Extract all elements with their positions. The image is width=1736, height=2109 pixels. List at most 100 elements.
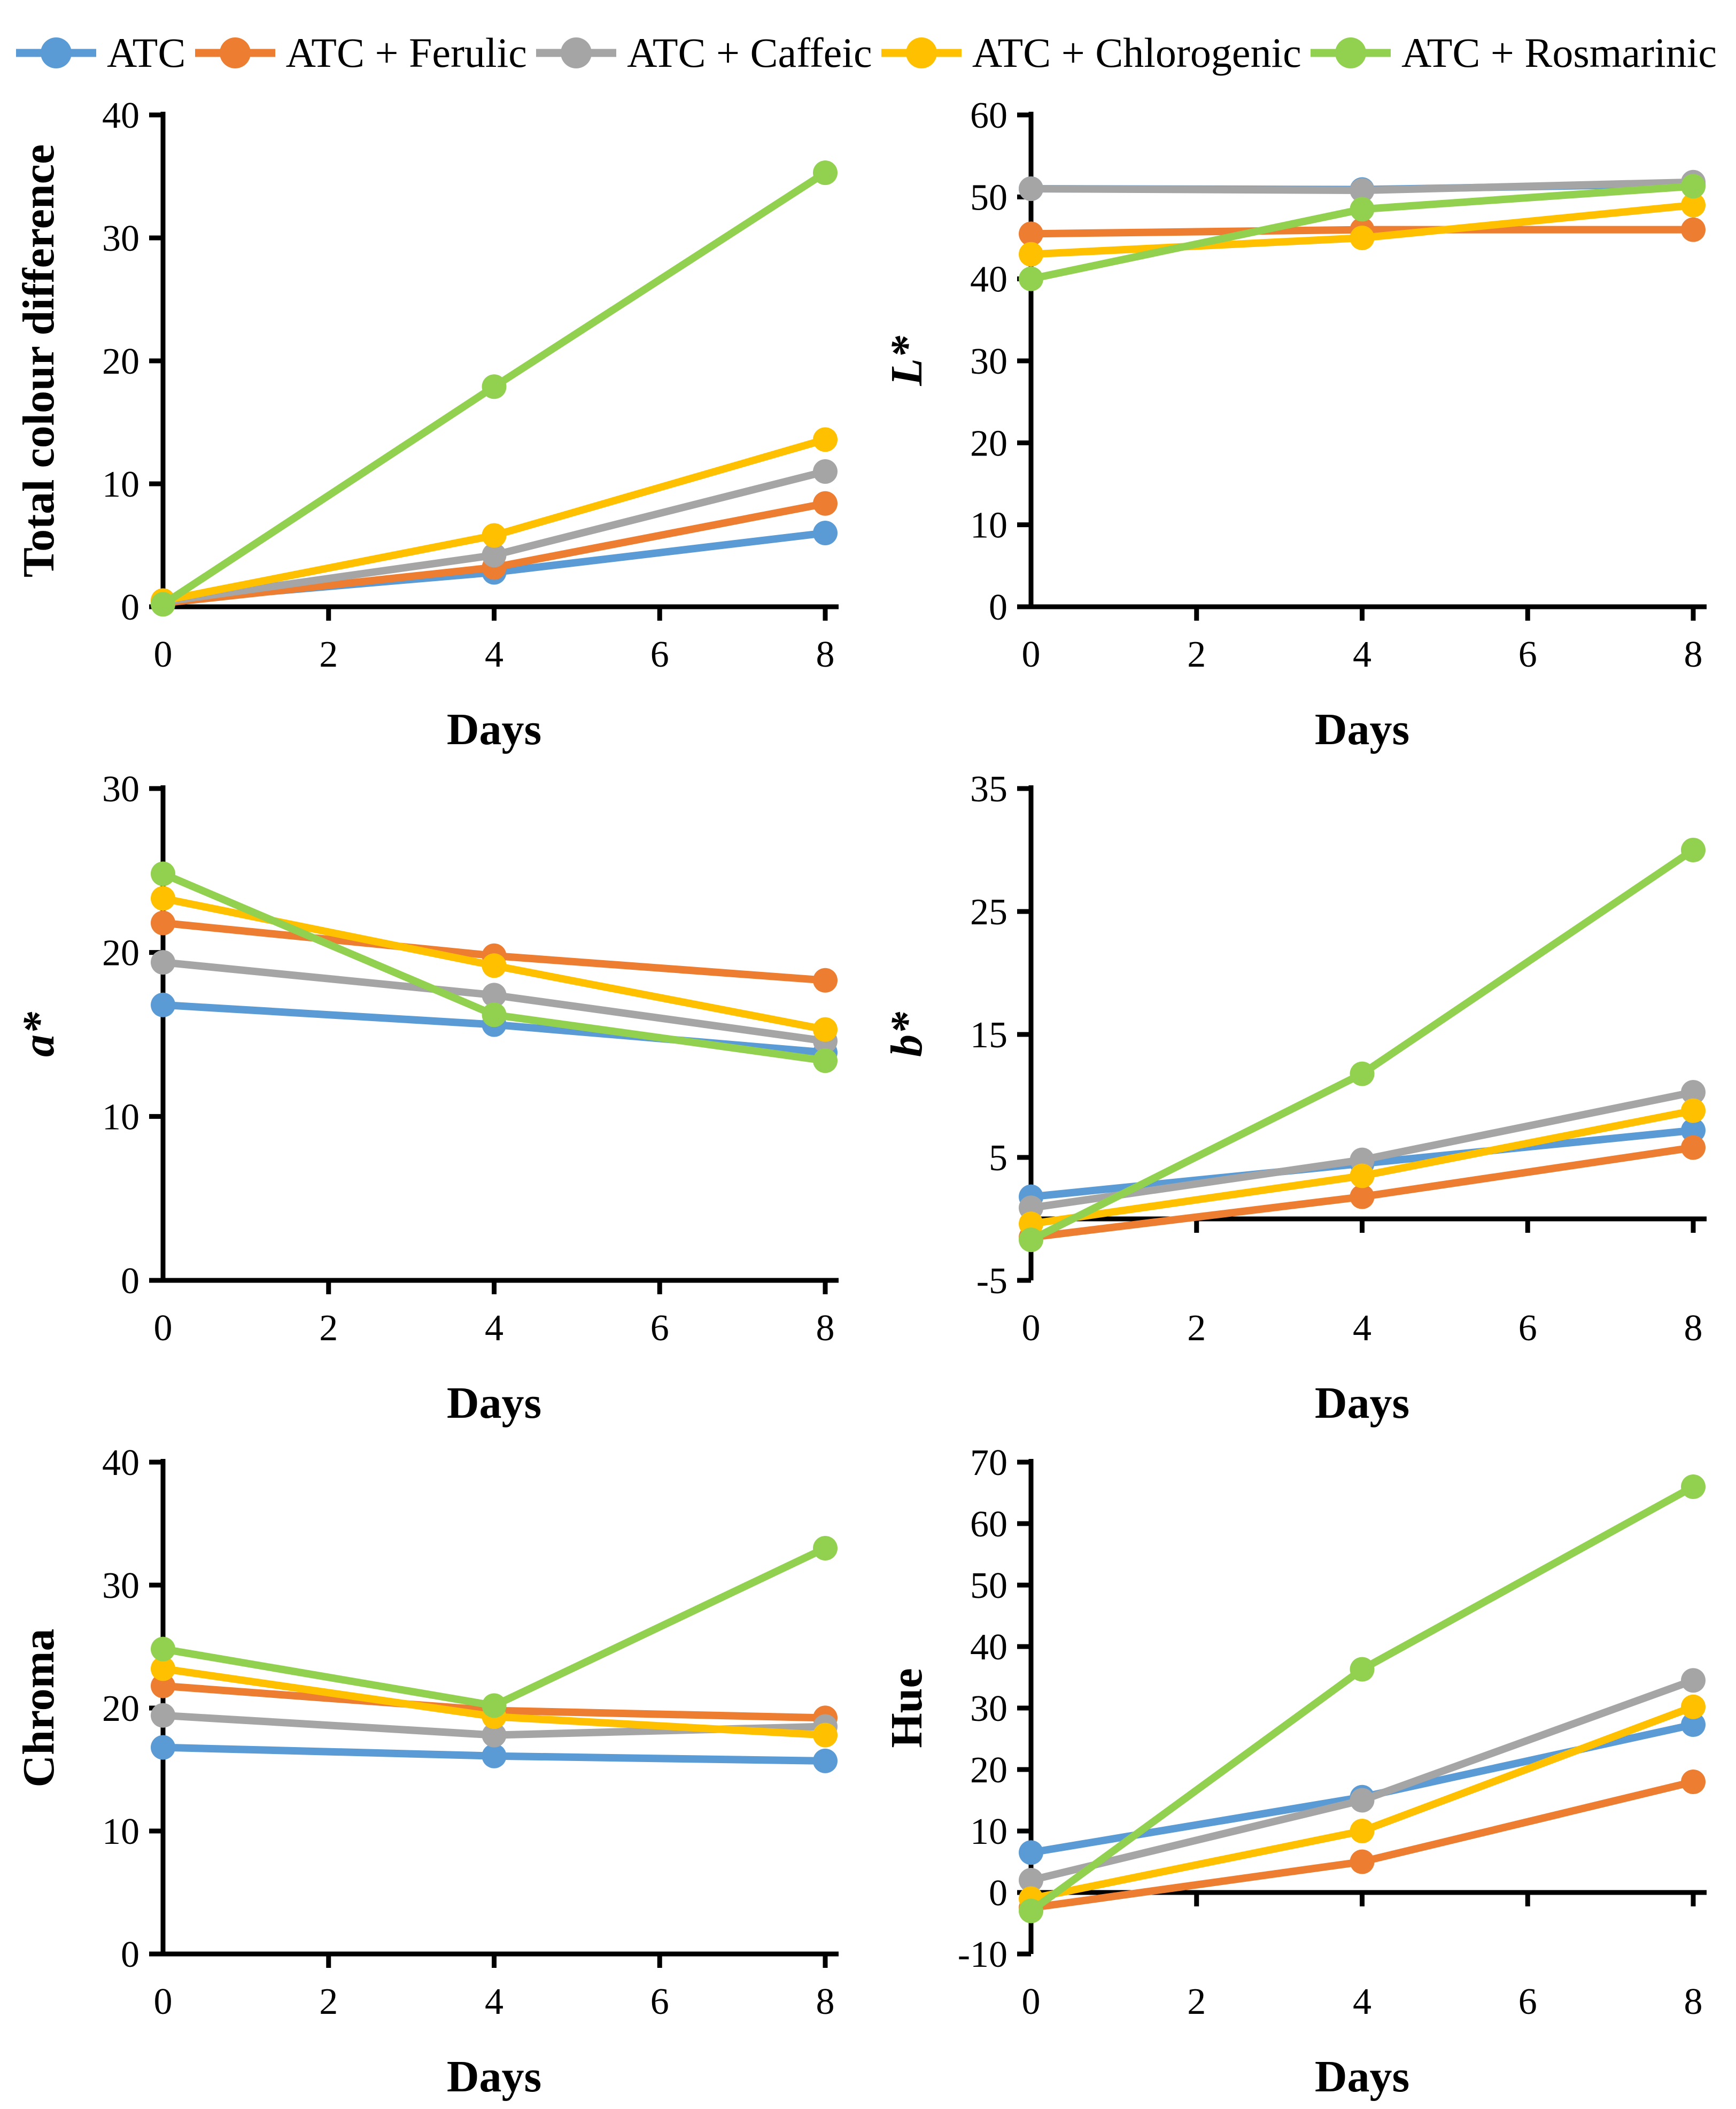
legend-item-atc: ATC [16, 29, 185, 77]
svg-text:20: 20 [970, 1750, 1007, 1791]
svg-text:30: 30 [102, 1565, 140, 1606]
svg-text:30: 30 [970, 1688, 1007, 1729]
legend-label: ATC + Chlorogenic [972, 29, 1301, 76]
svg-text:6: 6 [650, 1308, 669, 1349]
svg-text:50: 50 [970, 1565, 1007, 1606]
svg-text:20: 20 [102, 1688, 140, 1729]
svg-text:0: 0 [121, 1934, 140, 1975]
svg-text:15: 15 [970, 1015, 1007, 1056]
svg-text:0: 0 [154, 1308, 173, 1349]
svg-text:4: 4 [485, 1308, 503, 1349]
line-marker-icon [536, 37, 617, 68]
svg-text:20: 20 [102, 933, 140, 974]
svg-text:10: 10 [102, 1811, 140, 1852]
svg-text:8: 8 [816, 634, 835, 675]
svg-text:20: 20 [102, 341, 140, 382]
chart-b-star: -5 5 15 25 35 0 2 4 6 8 Days b* [868, 759, 1736, 1433]
svg-text:6: 6 [1518, 634, 1537, 675]
svg-text:8: 8 [816, 1308, 835, 1349]
svg-text:40: 40 [970, 259, 1007, 300]
chroma-plot: 0 10 20 30 40 0 2 4 6 8 Days Chroma [14, 1442, 839, 2102]
legend-item-atc-ferulic: ATC + Ferulic [195, 29, 527, 77]
svg-text:Chroma: Chroma [14, 1628, 64, 1787]
svg-text:a*: a* [14, 1011, 64, 1057]
b-star-plot: -5 5 15 25 35 0 2 4 6 8 Days b* [882, 769, 1707, 1428]
svg-text:8: 8 [1684, 1981, 1703, 2022]
svg-text:Total colour difference: Total colour difference [14, 144, 64, 577]
svg-text:10: 10 [102, 464, 140, 505]
svg-text:Days: Days [1315, 2052, 1409, 2102]
svg-text:Days: Days [447, 1378, 541, 1428]
svg-text:2: 2 [1187, 1308, 1206, 1349]
svg-text:2: 2 [319, 1981, 338, 2022]
svg-text:0: 0 [154, 1981, 173, 2022]
svg-text:40: 40 [102, 95, 140, 136]
svg-text:0: 0 [121, 587, 140, 628]
svg-text:0: 0 [154, 634, 173, 675]
svg-text:30: 30 [970, 341, 1007, 382]
svg-text:2: 2 [1187, 1981, 1206, 2022]
legend-item-atc-rosmarinic: ATC + Rosmarinic [1311, 29, 1717, 77]
svg-text:0: 0 [989, 1873, 1007, 1914]
legend-label: ATC [107, 29, 186, 76]
svg-text:6: 6 [1518, 1308, 1537, 1349]
line-marker-icon [1311, 37, 1391, 68]
svg-text:8: 8 [1684, 1308, 1703, 1349]
legend-item-atc-chlorogenic: ATC + Chlorogenic [881, 29, 1301, 77]
svg-text:4: 4 [485, 1981, 503, 2022]
svg-text:70: 70 [970, 1442, 1007, 1484]
svg-text:8: 8 [816, 1981, 835, 2022]
chart-chroma: 0 10 20 30 40 0 2 4 6 8 Days Chroma [0, 1433, 868, 2106]
svg-text:Days: Days [447, 705, 541, 754]
svg-text:4: 4 [1353, 1981, 1371, 2022]
svg-text:10: 10 [102, 1096, 140, 1138]
chart-a-star: 0 10 20 30 0 2 4 6 8 Days a* [0, 759, 868, 1433]
svg-text:0: 0 [1022, 1981, 1041, 2022]
svg-text:0: 0 [121, 1261, 140, 1302]
svg-text:30: 30 [102, 769, 140, 810]
svg-text:40: 40 [102, 1442, 140, 1484]
total-colour-difference-plot: 0 10 20 30 40 0 2 4 6 8 Days Total colour differenc… [14, 95, 839, 754]
legend-item-atc-caffeic: ATC + Caffeic [536, 29, 872, 77]
svg-text:8: 8 [1684, 634, 1703, 675]
svg-text:40: 40 [970, 1627, 1007, 1668]
line-marker-icon [881, 37, 962, 68]
chart-hue: -10 0 10 20 30 40 50 60 70 0 2 4 6 8 Days Hue [868, 1433, 1736, 2106]
svg-text:25: 25 [970, 892, 1007, 933]
svg-text:10: 10 [970, 1811, 1007, 1852]
svg-text:35: 35 [970, 769, 1007, 810]
line-marker-icon [195, 37, 275, 68]
svg-text:50: 50 [970, 177, 1007, 218]
svg-text:b*: b* [882, 1011, 932, 1057]
svg-text:0: 0 [1022, 1308, 1041, 1349]
legend-label: ATC + Caffeic [627, 29, 872, 76]
svg-text:20: 20 [970, 423, 1007, 464]
svg-text:L*: L* [882, 335, 932, 386]
legend-label: ATC + Rosmarinic [1401, 29, 1717, 76]
svg-text:6: 6 [650, 1981, 669, 2022]
svg-text:6: 6 [650, 634, 669, 675]
svg-text:0: 0 [989, 587, 1007, 628]
lightness-plot: 0 10 20 30 40 50 60 0 2 4 6 8 Days L* [882, 95, 1707, 754]
legend-label: ATC + Ferulic [285, 29, 527, 76]
svg-text:60: 60 [970, 95, 1007, 136]
svg-text:-10: -10 [958, 1934, 1007, 1975]
svg-text:Days: Days [1315, 1378, 1409, 1428]
charts-grid: 0 10 20 30 40 0 2 4 6 8 Days Total colour differenc… [0, 86, 1736, 2106]
a-star-plot: 0 10 20 30 0 2 4 6 8 Days a* [14, 769, 839, 1428]
svg-text:0: 0 [1022, 634, 1041, 675]
svg-text:4: 4 [1353, 634, 1371, 675]
svg-text:10: 10 [970, 505, 1007, 546]
svg-text:2: 2 [319, 634, 338, 675]
svg-text:Days: Days [447, 2052, 541, 2102]
svg-text:5: 5 [989, 1138, 1007, 1179]
svg-text:4: 4 [485, 634, 503, 675]
svg-text:6: 6 [1518, 1981, 1537, 2022]
svg-text:60: 60 [970, 1504, 1007, 1545]
svg-text:4: 4 [1353, 1308, 1371, 1349]
svg-text:2: 2 [1187, 634, 1206, 675]
hue-plot: -10 0 10 20 30 40 50 60 70 0 2 4 6 8 Days Hue [882, 1442, 1707, 2102]
svg-text:Hue: Hue [882, 1668, 932, 1748]
chart-total-colour-difference: 0 10 20 30 40 0 2 4 6 8 Days Total colour differenc… [0, 86, 868, 759]
